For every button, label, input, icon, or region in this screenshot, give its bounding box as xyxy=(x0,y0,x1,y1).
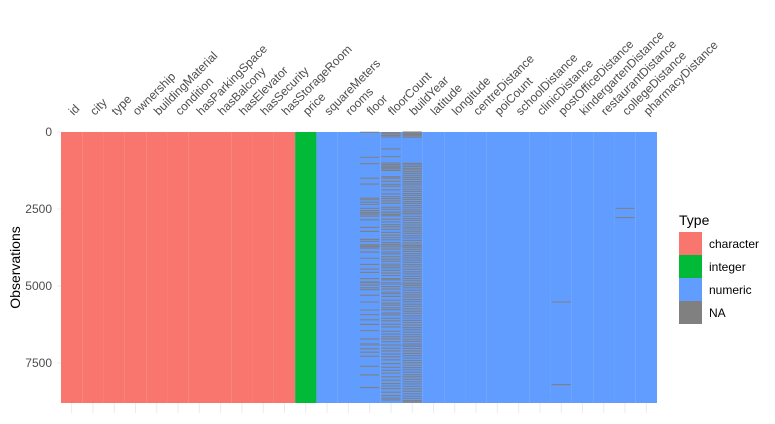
cell-longitude xyxy=(444,132,466,403)
cell-condition xyxy=(167,132,189,403)
y-tick-labels: 0 2500 5000 7500 xyxy=(25,125,61,370)
legend-title: Type xyxy=(679,212,710,228)
legend-label: numeric xyxy=(709,283,752,297)
cell-centreDistance xyxy=(465,132,487,403)
cell-schoolDistance xyxy=(507,132,530,403)
cell-rooms xyxy=(337,132,360,403)
na-markers xyxy=(360,131,635,403)
cell-poiCount xyxy=(486,132,509,403)
legend-swatch-integer xyxy=(679,255,702,278)
y-tick-label: 0 xyxy=(45,125,52,139)
cell-city xyxy=(82,132,104,403)
x-tick-label: city xyxy=(87,95,110,118)
cell-squareMeters xyxy=(316,132,338,403)
cell-pharmacyDistance xyxy=(635,132,658,403)
cell-id xyxy=(60,132,83,403)
legend-swatch-numeric xyxy=(679,278,702,301)
cell-hasParkingSpace xyxy=(188,132,211,403)
y-tick-label: 7500 xyxy=(25,356,52,370)
cell-kindergartenDistance xyxy=(571,132,594,403)
cell-hasElevator xyxy=(231,132,253,403)
cell-postOfficeDistance xyxy=(550,132,572,403)
plot-panel xyxy=(71,403,647,413)
cell-buildingMaterial xyxy=(146,132,168,403)
legend: Type character integer numeric NA xyxy=(679,212,759,324)
cell-restaurantDistance xyxy=(593,132,615,403)
heatmap-cells xyxy=(60,132,658,403)
x-tick-label: type xyxy=(108,92,134,118)
cell-floor xyxy=(358,132,381,403)
y-axis-title: Observations xyxy=(7,226,23,308)
cell-latitude xyxy=(422,132,445,403)
y-tick-label: 5000 xyxy=(25,279,52,293)
y-tick-label: 2500 xyxy=(25,202,52,216)
cell-hasBalcony xyxy=(209,132,232,403)
legend-label: character xyxy=(709,237,759,251)
legend-label: NA xyxy=(709,306,726,320)
cell-ownership xyxy=(124,132,147,403)
cell-price xyxy=(295,132,317,403)
x-tick-labels: id citytypeownershipbuildingMaterialcondi… xyxy=(66,28,721,118)
cell-type xyxy=(103,132,125,403)
legend-label: integer xyxy=(709,260,746,274)
legend-swatch-character xyxy=(679,232,702,255)
x-tick-label: id xyxy=(66,102,83,119)
cell-clinicDistance xyxy=(529,132,551,403)
cell-collegeDistance xyxy=(614,132,636,403)
cell-hasSecurity xyxy=(252,132,274,403)
legend-swatch-na xyxy=(679,301,702,324)
cell-hasStorageRoom xyxy=(273,132,296,403)
